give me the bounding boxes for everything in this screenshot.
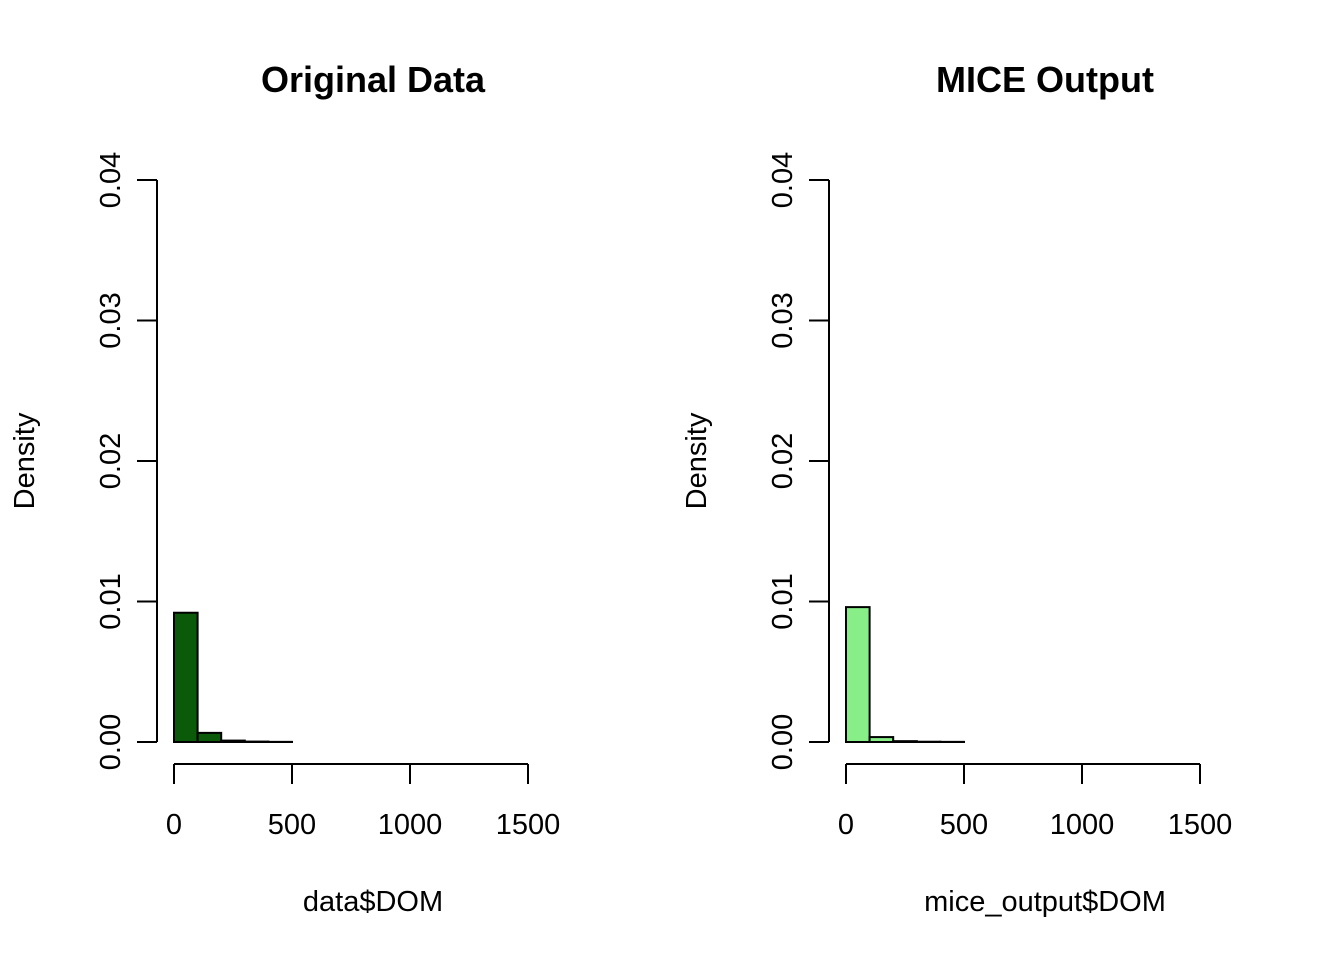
x-axis: 0 500 1000 1500	[166, 763, 561, 841]
histogram-bar	[173, 611, 199, 743]
bars	[845, 606, 966, 744]
x-tick-label: 1500	[496, 809, 561, 841]
x-tick-label: 0	[838, 809, 854, 841]
y-tick-label: 0.03	[767, 292, 799, 348]
y-tick-label: 0.01	[767, 573, 799, 629]
panel-mice-output: MICE Output mice_output$DOM Density 0 500…	[681, 59, 1232, 918]
y-tick-label: 0.04	[95, 152, 127, 208]
x-tick-label: 500	[940, 809, 988, 841]
y-axis-label: Density	[681, 412, 713, 509]
y-tick-label: 0.00	[767, 714, 799, 770]
chart-title: MICE Output	[936, 59, 1154, 100]
chart-title: Original Data	[261, 59, 486, 100]
y-axis-label: Density	[9, 412, 41, 509]
y-tick-label: 0.02	[95, 433, 127, 489]
x-tick-label: 1500	[1168, 809, 1233, 841]
histogram-bar	[845, 606, 871, 743]
x-axis-label: data$DOM	[303, 886, 443, 918]
histogram-bar	[220, 739, 246, 743]
x-tick-label: 1000	[378, 809, 443, 841]
x-tick-label: 1000	[1050, 809, 1115, 841]
x-axis: 0 500 1000 1500	[838, 763, 1233, 841]
y-tick-label: 0.02	[767, 433, 799, 489]
y-tick-label: 0.00	[95, 714, 127, 770]
x-tick-label: 0	[166, 809, 182, 841]
y-tick-label: 0.04	[767, 152, 799, 208]
histogram-bar	[196, 731, 223, 743]
x-tick-label: 500	[268, 809, 316, 841]
histogram-bar	[868, 736, 895, 744]
panel-original-data: Original Data data$DOM Density 0 500 1000 1…	[9, 59, 560, 918]
x-axis-label: mice_output$DOM	[924, 886, 1166, 918]
y-tick-label: 0.01	[95, 573, 127, 629]
histogram-bar	[892, 740, 918, 743]
y-axis: 0.00 0.01 0.02 0.03 0.04	[95, 152, 158, 770]
bars	[173, 611, 293, 743]
y-tick-label: 0.03	[95, 292, 127, 348]
y-axis: 0.00 0.01 0.02 0.03 0.04	[767, 152, 830, 770]
